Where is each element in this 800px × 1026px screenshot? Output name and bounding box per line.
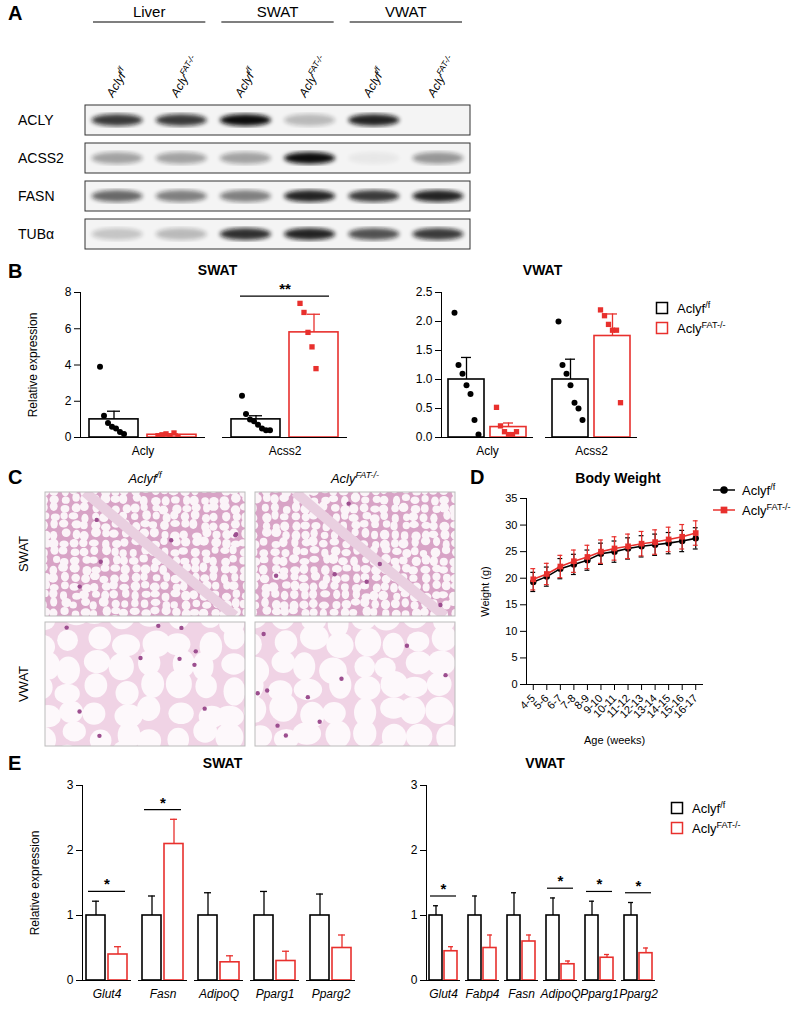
svg-text:TUBα: TUBα: [18, 226, 54, 242]
svg-text:Weight (g): Weight (g): [479, 566, 491, 617]
svg-text:16-17: 16-17: [671, 692, 699, 720]
svg-text:*: *: [441, 880, 447, 897]
svg-text:Fasn: Fasn: [150, 987, 177, 1001]
svg-text:AclyFAT-/-: AclyFAT-/-: [165, 53, 202, 100]
svg-text:25: 25: [505, 545, 517, 557]
svg-text:12-13: 12-13: [617, 691, 646, 721]
svg-text:*: *: [597, 875, 603, 892]
svg-text:0: 0: [67, 973, 74, 987]
html-text:VWAT: VWAT: [522, 262, 563, 278]
svg-text:Acss2: Acss2: [575, 444, 608, 458]
svg-text:*: *: [558, 872, 564, 889]
svg-text:Age (weeks): Age (weeks): [584, 734, 645, 746]
svg-text:15: 15: [505, 598, 517, 610]
svg-text:Aclyf/f: Aclyf/f: [230, 63, 261, 100]
svg-text:ACLY: ACLY: [18, 112, 54, 128]
svg-text:30: 30: [505, 519, 517, 531]
svg-text:Glut4: Glut4: [93, 987, 122, 1001]
svg-text:Acly: Acly: [132, 444, 155, 458]
svg-text:10: 10: [505, 625, 517, 637]
svg-text:VWAT: VWAT: [385, 3, 427, 20]
html-text:A: A: [8, 2, 23, 24]
svg-text:Pparg1: Pparg1: [256, 987, 295, 1001]
html-text:AclyFAT-/-: AclyFAT-/-: [742, 502, 791, 519]
svg-text:Pparg1: Pparg1: [580, 987, 619, 1001]
svg-text:1.5: 1.5: [416, 343, 433, 357]
svg-text:Aclyf/f: Aclyf/f: [358, 63, 389, 100]
svg-text:5-6: 5-6: [531, 691, 551, 712]
svg-text:Relative expression: Relative expression: [26, 313, 40, 418]
svg-text:14-15: 14-15: [644, 691, 673, 721]
html-text:D: D: [470, 466, 485, 488]
svg-text:6-7: 6-7: [544, 691, 565, 712]
svg-text:Aclyf/f: Aclyf/f: [127, 470, 163, 486]
svg-text:Relative expression: Relative expression: [28, 831, 42, 936]
html-text:SWAT: SWAT: [197, 262, 238, 278]
svg-text:2.5: 2.5: [416, 285, 433, 299]
svg-text:SWAT: SWAT: [16, 536, 31, 572]
svg-text:1: 1: [67, 908, 74, 922]
svg-text:2: 2: [65, 394, 72, 408]
svg-text:13-14: 13-14: [630, 691, 659, 721]
svg-text:20: 20: [505, 572, 517, 584]
svg-text:9-10: 9-10: [580, 691, 605, 716]
svg-text:0.5: 0.5: [416, 401, 433, 415]
html-text:B: B: [8, 260, 23, 282]
svg-text:2: 2: [67, 843, 74, 857]
svg-text:AdipoQ: AdipoQ: [539, 987, 580, 1001]
html-text:SWAT: SWAT: [202, 755, 243, 771]
svg-text:5: 5: [511, 651, 517, 663]
svg-text:3: 3: [411, 778, 418, 792]
svg-text:Fabp4: Fabp4: [465, 987, 499, 1001]
svg-text:*: *: [160, 794, 166, 811]
svg-text:Liver: Liver: [133, 3, 166, 20]
html-text:Body Weight: Body Weight: [575, 470, 661, 486]
svg-text:8: 8: [65, 285, 72, 299]
svg-text:0: 0: [411, 973, 418, 987]
svg-text:Acss2: Acss2: [269, 444, 302, 458]
svg-text:FASN: FASN: [18, 188, 55, 204]
html-text:Aclyf/f: Aclyf/f: [677, 300, 711, 317]
svg-text:35: 35: [505, 492, 517, 504]
svg-text:2.0: 2.0: [416, 314, 433, 328]
html-text:VWAT: VWAT: [525, 755, 565, 771]
svg-text:Glut4: Glut4: [429, 987, 458, 1001]
svg-text:2: 2: [411, 843, 418, 857]
html-text:C: C: [8, 466, 23, 488]
svg-text:Fasn: Fasn: [508, 987, 535, 1001]
html-text:E: E: [8, 752, 22, 774]
svg-text:4: 4: [65, 358, 72, 372]
svg-text:4-5: 4-5: [517, 691, 538, 712]
svg-text:Aclyf/f: Aclyf/f: [101, 63, 132, 100]
svg-text:SWAT: SWAT: [257, 3, 299, 20]
svg-text:0: 0: [65, 430, 72, 444]
svg-text:10-11: 10-11: [590, 691, 619, 720]
svg-text:VWAT: VWAT: [16, 666, 31, 702]
html-text:AclyFAT-/-: AclyFAT-/-: [692, 820, 741, 837]
svg-text:*: *: [636, 877, 642, 894]
svg-text:6: 6: [65, 322, 72, 336]
svg-text:8-9: 8-9: [571, 691, 592, 712]
svg-text:15-16: 15-16: [657, 691, 687, 721]
svg-text:Pparg2: Pparg2: [312, 987, 351, 1001]
svg-text:AdipoQ: AdipoQ: [198, 987, 239, 1001]
svg-text:**: **: [279, 280, 291, 297]
html-text:AclyFAT-/-: AclyFAT-/-: [677, 320, 726, 337]
svg-text:7-8: 7-8: [558, 691, 578, 712]
svg-text:Pparg2: Pparg2: [619, 987, 658, 1001]
svg-text:*: *: [104, 875, 110, 892]
svg-text:3: 3: [67, 778, 74, 792]
svg-text:11-12: 11-12: [604, 691, 632, 720]
svg-text:1: 1: [411, 908, 418, 922]
svg-text:1.0: 1.0: [416, 372, 433, 386]
svg-text:ACSS2: ACSS2: [18, 150, 64, 166]
svg-text:Acly: Acly: [476, 444, 499, 458]
html-text:Aclyf/f: Aclyf/f: [742, 482, 776, 499]
svg-text:0: 0: [511, 678, 517, 690]
html-text:Aclyf/f: Aclyf/f: [692, 800, 726, 817]
svg-text:0.0: 0.0: [416, 430, 433, 444]
svg-text:AclyFAT-/-: AclyFAT-/-: [422, 53, 459, 100]
svg-text:AclyFAT-/-: AclyFAT-/-: [330, 470, 379, 486]
svg-text:AclyFAT-/-: AclyFAT-/-: [294, 53, 331, 100]
